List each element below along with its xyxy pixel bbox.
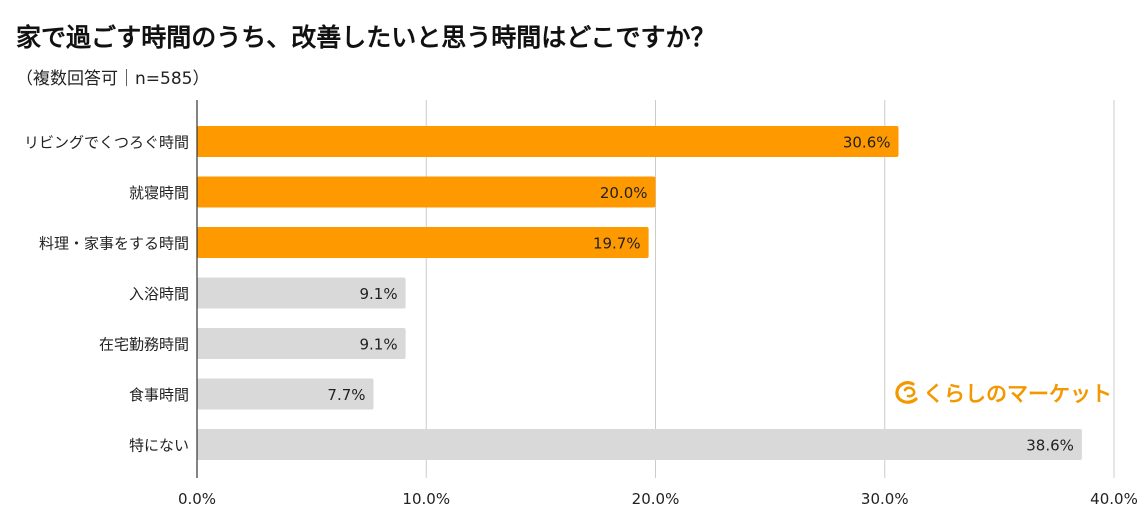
x-tick-label: 20.0% [632, 490, 680, 508]
bar-value-label: 30.6% [843, 134, 891, 152]
bar [197, 176, 656, 208]
chart-title: 家で過ごす時間のうち、改善したいと思う時間はどこですか？ [16, 23, 716, 52]
logo-icon [895, 381, 918, 404]
category-label: 入浴時間 [129, 285, 189, 303]
bar-value-label: 7.7% [327, 386, 365, 404]
bar [197, 126, 899, 157]
chart-subtitle: （複数回答可｜n=585） [16, 69, 210, 89]
bar-value-label: 38.6% [1026, 437, 1074, 455]
logo-text: くらしのマーケット [923, 382, 1112, 406]
x-tick-label: 40.0% [1090, 490, 1138, 508]
x-tick-label: 0.0% [178, 490, 216, 508]
category-label: 在宅勤務時間 [99, 336, 189, 354]
bar-value-label: 19.7% [593, 235, 641, 253]
bar [197, 378, 374, 410]
x-tick-label: 10.0% [402, 490, 450, 508]
category-label: 特にない [129, 437, 189, 455]
category-label: 料理・家事をする時間 [39, 235, 189, 253]
bar-value-label: 20.0% [600, 184, 648, 202]
category-label: 就寝時間 [129, 184, 189, 202]
bar [197, 227, 649, 258]
bar [197, 328, 406, 359]
bar [197, 429, 1082, 460]
bar [197, 277, 406, 309]
x-tick-label: 30.0% [861, 490, 909, 508]
category-label: 食事時間 [129, 386, 189, 404]
brand-logo: くらしのマーケット [893, 378, 1112, 408]
bar-value-label: 9.1% [360, 285, 398, 303]
category-label: リビングでくつろぐ時間 [24, 134, 189, 152]
bar-value-label: 9.1% [360, 336, 398, 354]
